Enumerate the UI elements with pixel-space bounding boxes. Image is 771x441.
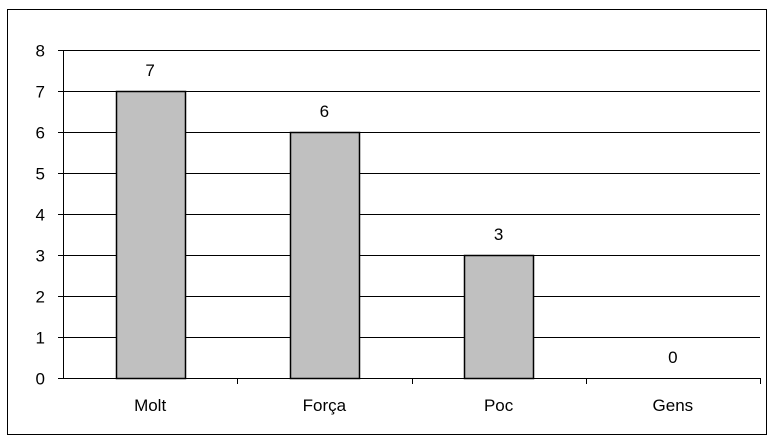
x-category-label: Poc (484, 396, 514, 415)
x-axis-ticks: Molt Força Poc Gens (134, 378, 761, 415)
data-label: 0 (668, 348, 677, 367)
y-tick-label: 5 (36, 165, 45, 184)
y-tick-label: 8 (36, 42, 45, 61)
y-tick-label: 6 (36, 124, 45, 143)
data-labels: 7 6 3 0 (145, 61, 677, 367)
x-category-label: Molt (134, 396, 166, 415)
data-label: 6 (320, 102, 329, 121)
bar-molt (115, 90, 187, 380)
bar-força (289, 131, 361, 380)
y-tick-label: 7 (36, 83, 45, 102)
y-tick-label: 3 (36, 247, 45, 266)
y-tick-label: 4 (36, 206, 45, 225)
bar-poc (463, 254, 535, 380)
y-tick-label: 2 (36, 288, 45, 307)
x-category-label: Força (303, 396, 347, 415)
axes (63, 50, 760, 379)
data-label: 7 (145, 61, 154, 80)
y-axis-ticks: 0 1 2 3 4 5 6 7 8 (36, 42, 63, 389)
x-category-label: Gens (653, 396, 694, 415)
y-tick-label: 1 (36, 329, 45, 348)
y-tick-label: 0 (36, 370, 45, 389)
data-label: 3 (494, 225, 503, 244)
bars (115, 90, 535, 380)
